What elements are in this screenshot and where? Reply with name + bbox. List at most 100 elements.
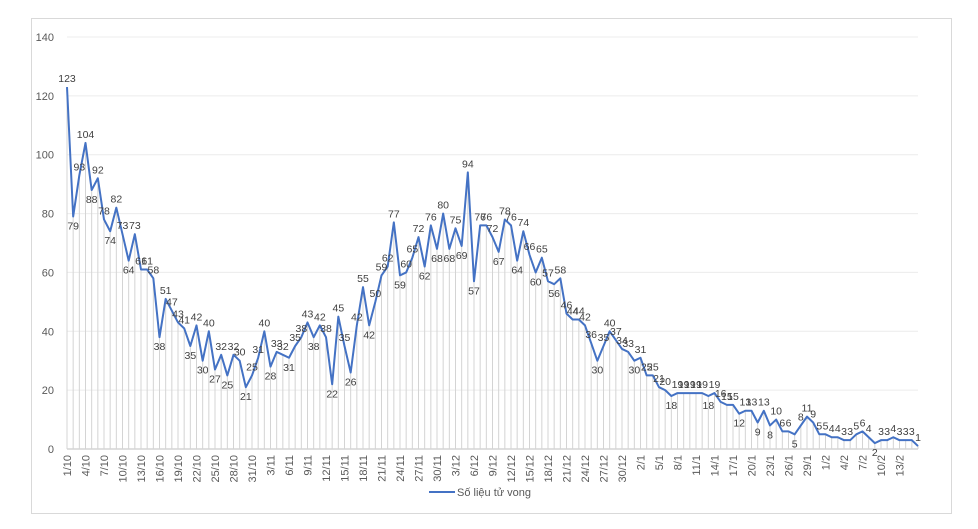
- data-label: 36: [585, 329, 597, 341]
- data-label: 12: [733, 418, 745, 430]
- data-label: 19: [678, 379, 690, 391]
- data-label: 3: [909, 426, 915, 438]
- data-label: 30: [591, 365, 603, 377]
- data-label: 6: [860, 417, 866, 429]
- x-tick-label: 4/2: [839, 455, 851, 470]
- data-label: 62: [382, 253, 394, 265]
- data-label: 27: [209, 374, 221, 386]
- data-label: 62: [419, 271, 431, 283]
- x-tick-label: 6/12: [469, 455, 481, 476]
- x-tick-label: 29/1: [802, 455, 814, 476]
- x-tick-label: 1/2: [821, 455, 833, 470]
- x-tick-label: 30/11: [432, 455, 444, 482]
- data-label: 3: [897, 426, 903, 438]
- data-label: 3: [841, 426, 847, 438]
- data-label: 65: [406, 244, 418, 256]
- x-tick-label: 7/10: [99, 455, 111, 476]
- data-label: 6: [779, 417, 785, 429]
- x-tick-label: 20/1: [747, 455, 759, 476]
- data-label: 5: [823, 420, 829, 432]
- data-label: 3: [878, 426, 884, 438]
- data-label: 104: [77, 129, 95, 141]
- data-label: 64: [123, 265, 135, 277]
- data-label: 78: [499, 205, 511, 217]
- data-label: 82: [110, 194, 122, 206]
- data-label: 19: [696, 379, 708, 391]
- x-tick-label: 3/11: [266, 455, 278, 476]
- x-tick-label: 27/11: [414, 455, 426, 482]
- x-tick-label: 24/12: [580, 455, 592, 483]
- x-tick-label: 10/10: [118, 455, 130, 483]
- data-label: 58: [554, 264, 566, 276]
- data-label: 68: [431, 253, 443, 265]
- data-label: 30: [197, 365, 209, 377]
- data-label: 65: [536, 244, 548, 256]
- data-label: 42: [314, 311, 326, 323]
- data-label: 73: [129, 220, 141, 232]
- data-label: 26: [345, 376, 357, 388]
- data-label: 38: [308, 341, 320, 353]
- x-tick-label: 28/10: [229, 455, 241, 483]
- data-label: 6: [786, 417, 792, 429]
- data-label: 46: [561, 300, 573, 312]
- data-label: 8: [767, 429, 773, 441]
- data-label: 31: [252, 344, 264, 356]
- data-label: 4: [890, 423, 896, 435]
- x-tick-label: 7/2: [858, 455, 870, 470]
- data-label: 31: [635, 344, 647, 356]
- data-label: 44: [567, 306, 579, 318]
- x-tick-label: 13/2: [895, 455, 907, 476]
- data-label: 43: [302, 308, 314, 320]
- x-tick-label: 21/12: [562, 455, 574, 483]
- data-label: 9: [755, 427, 761, 439]
- data-label: 61: [141, 255, 153, 267]
- y-tick-label: 80: [42, 209, 54, 221]
- data-label: 25: [641, 361, 653, 373]
- x-tick-label: 19/10: [173, 455, 185, 483]
- data-label: 60: [400, 258, 412, 270]
- data-label: 56: [548, 288, 560, 300]
- y-tick-label: 60: [42, 267, 54, 279]
- data-label: 76: [505, 211, 517, 223]
- x-tick-label: 2/1: [636, 455, 648, 470]
- y-tick-label: 120: [36, 91, 54, 103]
- data-label: 30: [628, 365, 640, 377]
- data-label: 40: [258, 317, 270, 329]
- data-label: 93: [73, 161, 85, 173]
- x-tick-label: 12/12: [506, 455, 518, 483]
- data-label: 4: [829, 423, 835, 435]
- data-label: 40: [203, 317, 215, 329]
- data-label: 68: [443, 253, 455, 265]
- data-label: 1: [915, 432, 921, 444]
- data-label: 40: [604, 317, 616, 329]
- data-label: 3: [884, 426, 890, 438]
- data-label: 16: [715, 388, 727, 400]
- data-label: 51: [160, 285, 172, 297]
- x-tick-label: 3/12: [451, 455, 463, 476]
- x-tick-label: 11/1: [691, 455, 703, 476]
- data-label: 50: [369, 288, 381, 300]
- x-tick-label: 26/1: [784, 455, 796, 476]
- data-label: 57: [468, 285, 480, 297]
- data-label: 61: [135, 255, 147, 267]
- data-label: 44: [573, 306, 585, 318]
- y-tick-label: 100: [36, 150, 54, 162]
- data-label: 2: [872, 447, 878, 459]
- data-label: 5: [816, 420, 822, 432]
- data-label: 22: [326, 388, 338, 400]
- x-tick-label: 4/10: [81, 455, 93, 476]
- data-label: 76: [425, 211, 437, 223]
- data-label: 37: [610, 326, 622, 338]
- data-label: 42: [363, 329, 375, 341]
- data-label: 15: [727, 391, 739, 403]
- data-label: 10: [770, 406, 782, 418]
- data-label: 77: [388, 208, 400, 220]
- data-label: 69: [456, 250, 468, 262]
- y-axis-ticks: 0 20 40 60 80 100 120 140: [36, 32, 54, 456]
- series-line: [66, 86, 919, 447]
- y-tick-label: 140: [36, 32, 54, 44]
- legend-label: Số liệu tử vong: [457, 487, 531, 499]
- x-axis-ticks: 1/10 4/10 7/10 10/10 13/10 16/10 19/10 22/10 25/…: [62, 455, 907, 483]
- data-label: 76: [474, 211, 486, 223]
- data-label: 58: [147, 264, 159, 276]
